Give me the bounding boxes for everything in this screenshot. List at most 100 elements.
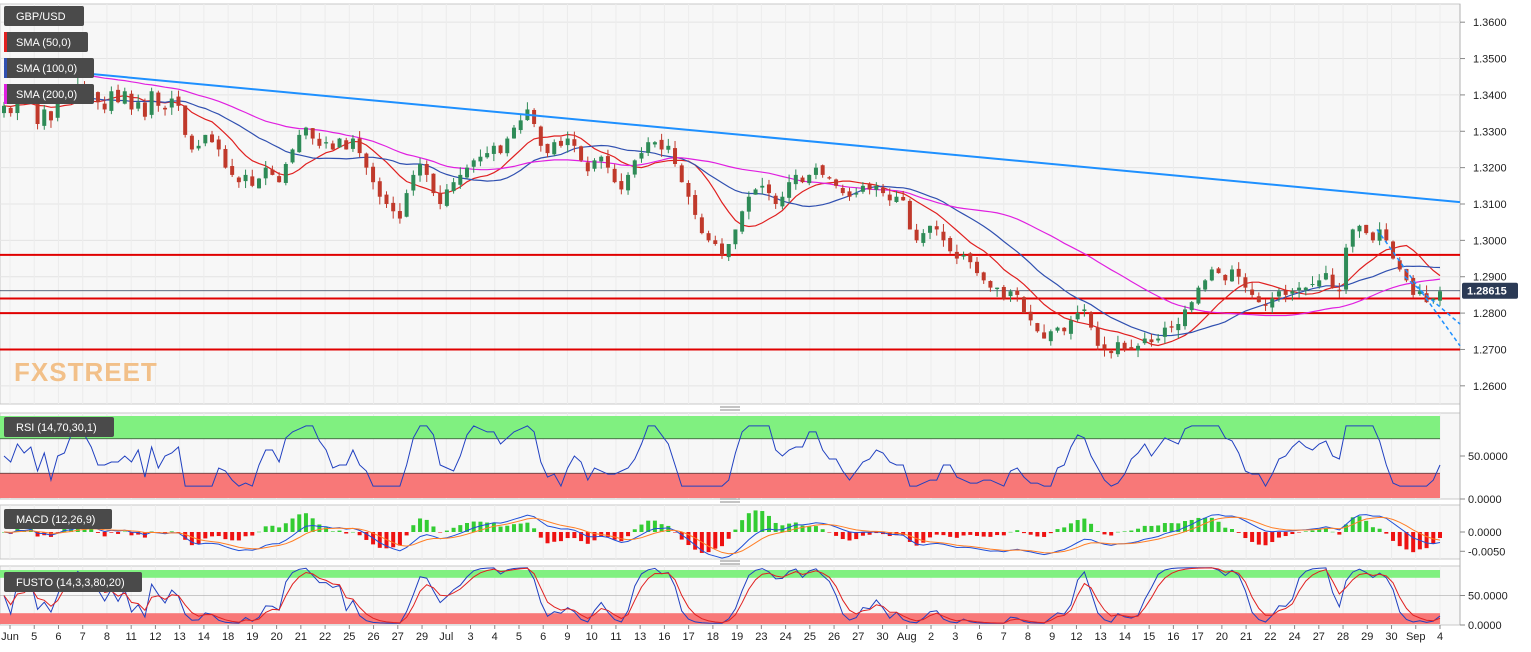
candle-body	[277, 176, 282, 183]
macd-histogram-bar	[1323, 527, 1328, 532]
macd-histogram-bar	[397, 532, 402, 546]
date-tick-label: 6	[540, 631, 546, 643]
macd-histogram-bar	[317, 524, 322, 532]
candle-body	[1115, 342, 1120, 355]
candle-body	[579, 146, 584, 161]
macd-histogram-bar	[357, 532, 362, 536]
date-tick-label: Sep	[1406, 631, 1426, 643]
candle-body	[1283, 290, 1288, 295]
macd-histogram-bar	[1062, 527, 1067, 532]
macd-histogram-bar	[605, 532, 610, 537]
sma-200-label[interactable]: SMA (200,0)	[4, 84, 94, 104]
date-tick-label: 7	[1001, 631, 1007, 643]
candle-body	[800, 177, 805, 183]
candle-body	[243, 174, 248, 182]
macd-histogram-bar	[1337, 532, 1342, 535]
candle-body	[780, 196, 785, 207]
fusto-label[interactable]: FUSTO (14,3,3,80,20)	[4, 572, 142, 592]
macd-histogram-bar	[250, 532, 255, 536]
candle-body	[1089, 312, 1094, 328]
candle-body	[1397, 260, 1402, 270]
rsi-label[interactable]: RSI (14,70,30,1)	[4, 417, 114, 437]
candle-body	[713, 240, 718, 244]
date-tick-label: 16	[1167, 631, 1179, 643]
date-tick-label: 27	[852, 631, 864, 643]
date-tick-label: 4	[1437, 631, 1443, 643]
date-tick-label: 20	[1216, 631, 1228, 643]
macd-histogram-bar	[230, 532, 235, 541]
candle-body	[270, 169, 275, 175]
candle-body	[1391, 241, 1396, 259]
macd-histogram-bar	[350, 531, 355, 533]
candle-body	[699, 217, 704, 234]
candle-body	[317, 138, 322, 146]
macd-histogram-bar	[1438, 532, 1442, 538]
price-tick-label: 1.3200	[1473, 163, 1507, 175]
sma-50-label[interactable]: SMA (50,0)	[4, 32, 88, 52]
candle-body	[840, 187, 845, 194]
macd-histogram-bar	[1397, 532, 1402, 547]
candle-body	[679, 165, 684, 183]
candle-body	[813, 167, 818, 175]
macd-histogram-bar	[1136, 528, 1141, 532]
fusto-resize-handle[interactable]	[720, 560, 740, 565]
candle-body	[1102, 344, 1107, 350]
candle-body	[1216, 268, 1221, 274]
candlesticks	[2, 76, 1442, 359]
macd-histogram-bar	[619, 532, 624, 542]
macd-histogram-bar	[256, 531, 261, 533]
candle-body	[189, 135, 194, 150]
candle-body	[974, 261, 979, 274]
candle-body	[458, 174, 463, 185]
macd-histogram-bar	[391, 532, 396, 548]
candle-body	[1276, 291, 1281, 297]
candle-body	[854, 193, 859, 195]
macd-label[interactable]: MACD (12,26,9)	[4, 509, 112, 529]
macd-histogram-bar	[713, 532, 718, 549]
macd-histogram-bar	[793, 522, 798, 532]
date-tick-label: 19	[731, 631, 743, 643]
candle-body	[1297, 287, 1302, 291]
macd-histogram-bar	[505, 525, 510, 532]
symbol-label[interactable]: GBP/USD	[4, 6, 84, 26]
sma-100-label[interactable]: SMA (100,0)	[4, 58, 94, 78]
macd-histogram-bar	[733, 529, 738, 532]
candle-body	[881, 187, 886, 194]
candle-body	[122, 91, 127, 104]
candle-body	[283, 164, 288, 183]
candle-body	[1384, 229, 1389, 241]
macd-histogram-bar	[1411, 532, 1416, 553]
candle-body	[552, 142, 557, 155]
macd-histogram-bar	[592, 532, 597, 541]
macd-resize-handle[interactable]	[720, 498, 740, 503]
candle-body	[250, 176, 255, 186]
candle-body	[565, 138, 570, 146]
sma-100-label-text: SMA (100,0)	[16, 63, 77, 75]
candle-body	[1075, 313, 1080, 320]
macd-histogram-bar	[1256, 532, 1261, 545]
candle-body	[666, 145, 671, 150]
macd-histogram-bar	[1048, 532, 1053, 534]
candle-body	[605, 156, 610, 168]
macd-histogram-bar	[418, 518, 423, 532]
macd-tick-label: -0.0050	[1468, 546, 1505, 558]
candle-body	[753, 189, 758, 195]
rsi-resize-handle[interactable]	[720, 406, 740, 411]
date-tick-label: 13	[634, 631, 646, 643]
candle-body	[1196, 287, 1201, 304]
date-tick-label: 6	[976, 631, 982, 643]
macd-histogram-bar	[1169, 523, 1174, 532]
macd-histogram-bar	[961, 532, 966, 536]
macd-histogram-bar	[116, 532, 121, 534]
macd-histogram-bar	[954, 532, 959, 538]
candle-body	[619, 181, 624, 190]
macd-histogram-bar	[928, 532, 933, 538]
candle-body	[860, 185, 865, 192]
macd-histogram-bar	[404, 532, 409, 536]
candle-body	[1176, 324, 1181, 331]
macd-histogram-bar	[585, 532, 590, 544]
candle-body	[518, 120, 523, 131]
candle-body	[907, 200, 912, 230]
macd-histogram-bar	[277, 527, 282, 532]
